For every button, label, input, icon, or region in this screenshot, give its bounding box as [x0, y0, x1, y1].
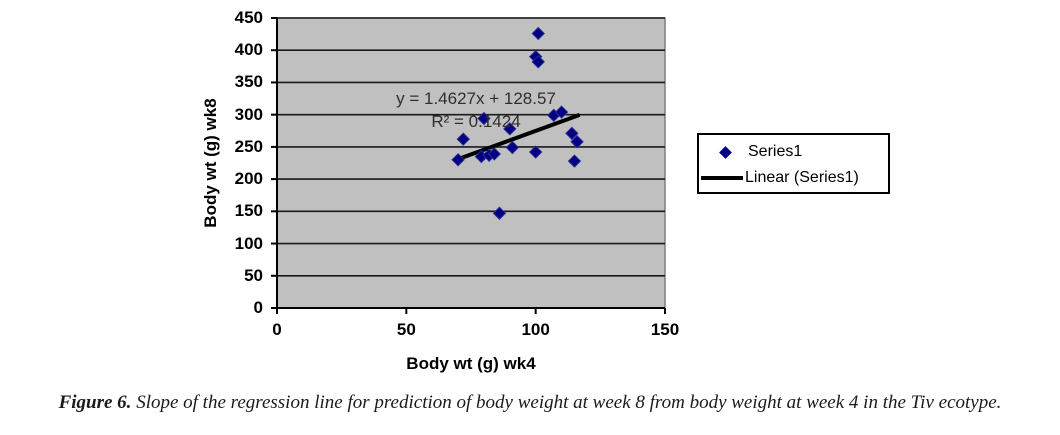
trendline-sample-icon — [701, 176, 743, 180]
x-tick-label: 100 — [521, 320, 550, 339]
y-tick-label: 250 — [234, 136, 263, 156]
x-tick-label: 150 — [650, 320, 680, 339]
x-tick-label: 0 — [272, 320, 282, 339]
y-tick-label: 200 — [234, 169, 263, 189]
y-tick-label: 0 — [253, 298, 263, 317]
legend-item-label: Linear (Series1) — [745, 169, 859, 186]
y-tick-label: 400 — [234, 40, 263, 60]
data-point — [528, 145, 543, 159]
data-point — [451, 153, 465, 167]
equation-label: y = 1.4627x + 128.57 — [396, 89, 556, 108]
data-point — [531, 26, 545, 41]
diamond-marker-icon — [719, 145, 732, 159]
y-tick-label: 300 — [234, 104, 263, 124]
caption-text: Slope of the regression line for predict… — [131, 392, 1002, 413]
data-point — [554, 105, 569, 119]
figure-caption: Figure 6. Slope of the regression line f… — [0, 392, 1060, 414]
scatter-plot — [271, 17, 666, 314]
x-axis-title: Body wt (g) wk4 — [406, 354, 536, 373]
data-point — [503, 122, 517, 136]
data-point — [570, 135, 584, 149]
y-tick-label: 150 — [234, 201, 263, 221]
legend-item-series1: Series1 — [699, 138, 802, 166]
plot-area — [271, 17, 666, 314]
trendline — [457, 112, 581, 162]
data-point — [567, 154, 582, 168]
y-tick-label: 450 — [234, 8, 263, 27]
data-point — [456, 132, 470, 146]
caption-figure-number: Figure 6. — [58, 392, 132, 413]
data-point — [487, 147, 501, 161]
data-point — [477, 111, 491, 126]
r-squared-label: R² = 0.1424 — [431, 112, 521, 131]
legend-item-linear: Linear (Series1) — [699, 164, 859, 192]
y-tick-label: 50 — [244, 265, 263, 285]
x-tick-label: 50 — [396, 320, 416, 339]
data-point — [492, 206, 507, 220]
y-tick-label: 350 — [234, 72, 263, 92]
trendline-equation: y = 1.4627x + 128.57 R² = 0.1424 — [396, 87, 556, 133]
data-point — [505, 140, 520, 155]
data-point — [531, 55, 545, 69]
y-tick-label: 100 — [234, 233, 263, 253]
legend: Series1 Linear (Series1) — [697, 133, 890, 194]
legend-item-label: Series1 — [748, 143, 803, 160]
data-point — [565, 126, 579, 141]
plot-background — [276, 17, 666, 309]
